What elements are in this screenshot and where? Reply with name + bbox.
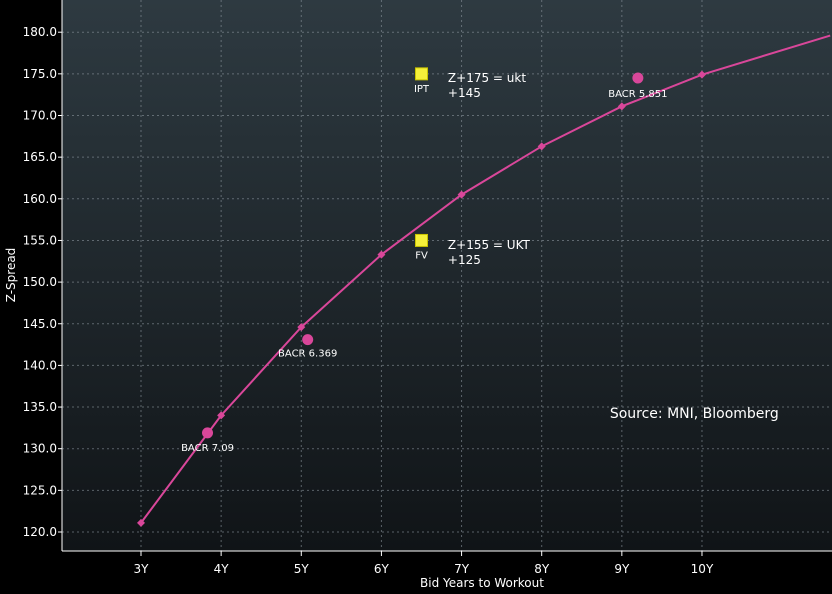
y-tick-label: 135.0 xyxy=(23,400,57,414)
x-tick-label: 10Y xyxy=(691,562,714,576)
axes: 120.0 125.0 130.0 135.0 140.0 145.0 150.0 155.0… xyxy=(4,0,832,590)
y-tick-label: 120.0 xyxy=(23,525,57,539)
x-tick-label: 5Y xyxy=(294,562,310,576)
annotation: Z+155 = UKT +125 xyxy=(448,238,531,267)
grid xyxy=(62,0,832,551)
bond-point-label: BACR 6.369 xyxy=(278,349,337,360)
series-marker xyxy=(537,142,546,151)
points-layer: BACR 7.09 BACR 6.369 BACR 5.851 IPT FV xyxy=(181,67,668,454)
x-tick-label: 9Y xyxy=(614,562,630,576)
x-tick-label: 3Y xyxy=(134,562,150,576)
y-tick-label: 155.0 xyxy=(23,233,57,247)
annotation-line: +145 xyxy=(448,86,481,100)
bond-point xyxy=(202,427,214,439)
annotation: Z+175 = ukt +145 xyxy=(448,71,526,100)
source-annotation: Source: MNI, Bloomberg xyxy=(610,406,779,422)
series-marker xyxy=(697,70,706,79)
x-tick-label: 8Y xyxy=(534,562,550,576)
series-marker xyxy=(457,190,466,199)
series-marker xyxy=(377,250,386,259)
annotations: Z+175 = ukt +145 Z+155 = UKT +125 Source: MN… xyxy=(448,71,779,422)
bond-point-label: BACR 7.09 xyxy=(181,443,234,454)
series-marker xyxy=(617,102,626,111)
y-tick-label: 170.0 xyxy=(23,109,57,123)
bond-point-label: BACR 5.851 xyxy=(608,89,667,100)
y-tick-label: 130.0 xyxy=(23,442,57,456)
series-marker xyxy=(217,411,226,420)
square-marker xyxy=(414,67,428,81)
y-axis-title: Z-Spread xyxy=(4,248,18,303)
square-label: FV xyxy=(415,250,428,261)
square-label: IPT xyxy=(414,84,430,95)
y-tick-label: 165.0 xyxy=(23,150,57,164)
y-tick-label: 150.0 xyxy=(23,275,57,289)
annotation-line: Z+175 = ukt xyxy=(448,71,526,85)
x-axis-title: Bid Years to Workout xyxy=(420,576,544,590)
x-tick-label: 6Y xyxy=(374,562,390,576)
y-tick-label: 160.0 xyxy=(23,192,57,206)
series-layer xyxy=(137,34,831,527)
bond-point xyxy=(632,72,644,84)
plot-background xyxy=(62,0,832,551)
annotation-line: Source: MNI, Bloomberg xyxy=(610,406,779,422)
x-tick-label: 7Y xyxy=(454,562,470,576)
x-tick-label: 4Y xyxy=(214,562,230,576)
y-tick-label: 145.0 xyxy=(23,317,57,331)
series-marker xyxy=(137,518,145,527)
series-marker xyxy=(297,323,306,332)
y-tick-label: 140.0 xyxy=(23,358,57,372)
y-tick-label: 125.0 xyxy=(23,483,57,497)
y-tick-label: 175.0 xyxy=(23,67,57,81)
bond-point xyxy=(302,334,314,346)
square-marker xyxy=(414,233,428,247)
annotation-line: Z+155 = UKT xyxy=(448,238,531,252)
y-tick-label: 180.0 xyxy=(23,25,57,39)
annotation-line: +125 xyxy=(448,253,481,267)
